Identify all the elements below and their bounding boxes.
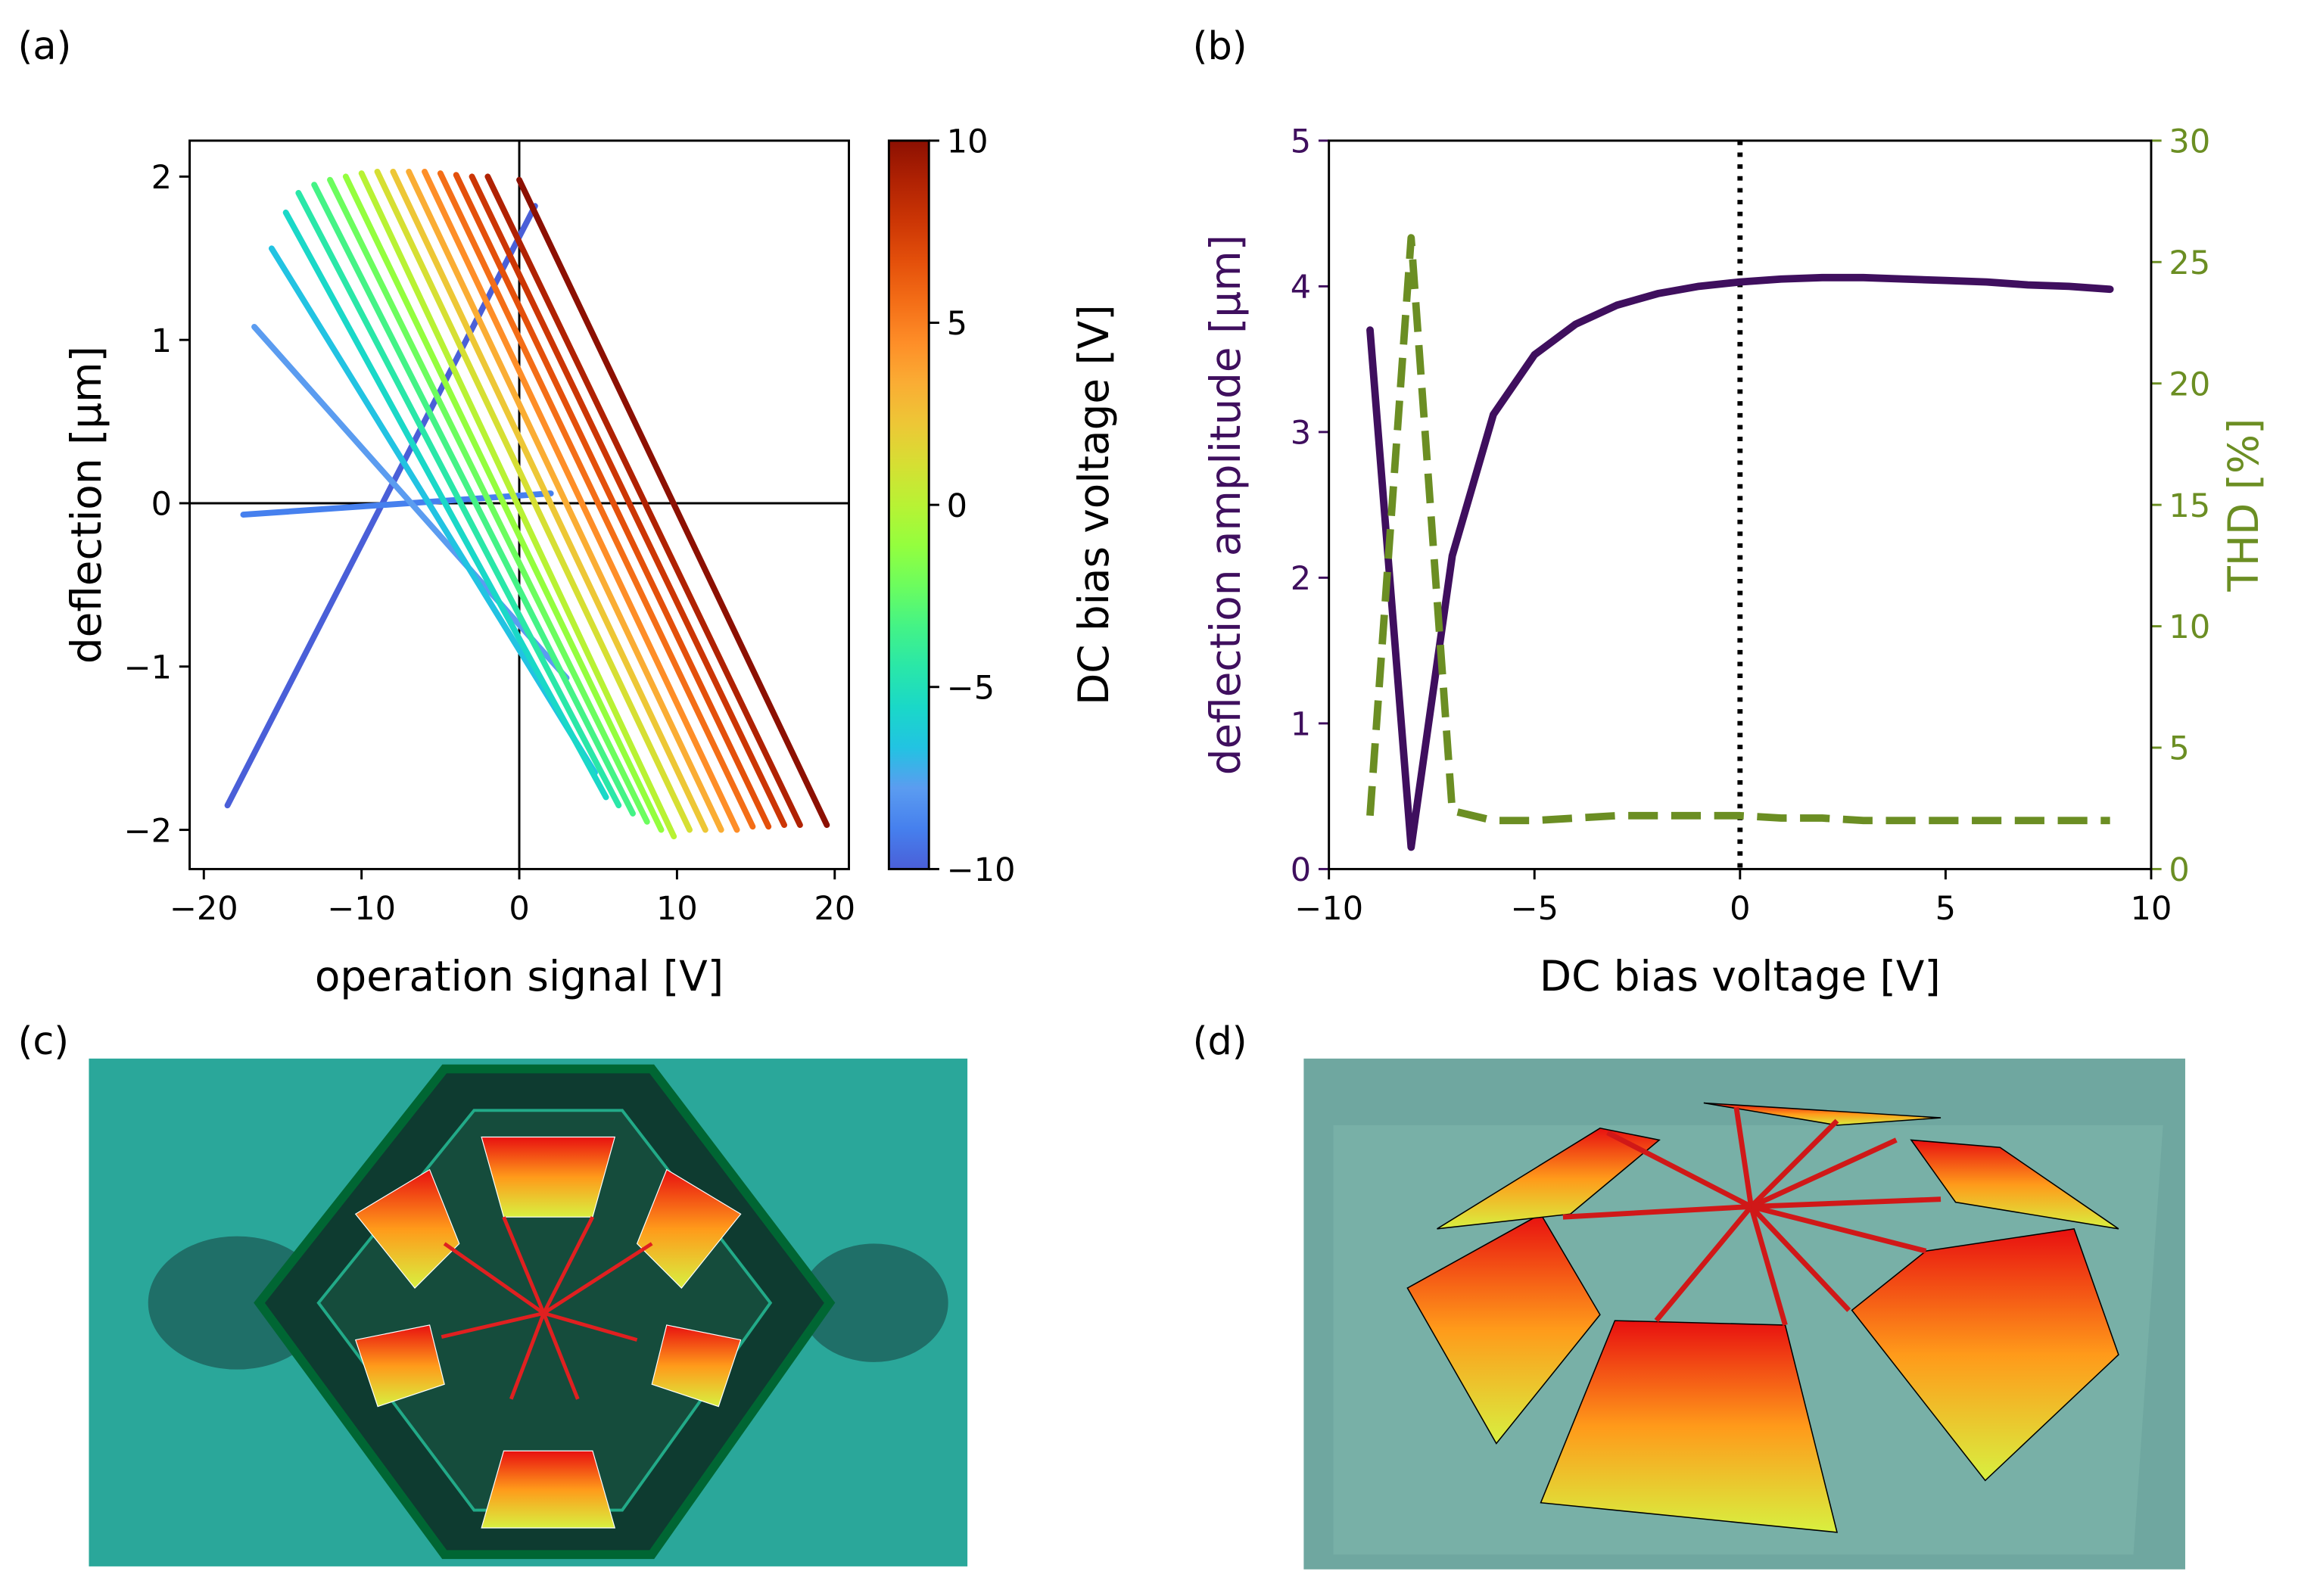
data-line: [282, 209, 609, 801]
colorbar-tick-label: −5: [947, 669, 995, 707]
data-line: [453, 172, 772, 830]
data-line: [358, 170, 677, 840]
x-axis-label: DC bias voltage [V]: [1540, 952, 1941, 1000]
y-tick-label: 3: [1291, 415, 1311, 453]
data-line: [311, 182, 636, 817]
y2-tick-label: 20: [2169, 366, 2210, 403]
y-tick-label: 1: [1291, 706, 1311, 744]
plot-area: [189, 140, 849, 870]
y-tick-label: 2: [151, 159, 172, 197]
x-tick-label: −20: [170, 890, 238, 928]
y2-tick-label: 0: [2169, 851, 2189, 889]
data-line: [268, 245, 598, 776]
data-line: [469, 173, 787, 829]
x-tick-label: 0: [509, 890, 529, 928]
data-line: [342, 173, 665, 833]
x-tick-label: 5: [1935, 890, 1956, 928]
data-line: [1366, 234, 2110, 825]
y-tick-label: 2: [1291, 560, 1311, 598]
y-tick-label: −2: [124, 812, 172, 850]
y2-tick-label: 30: [2169, 123, 2210, 161]
y2-tick-label: 5: [2169, 730, 2189, 768]
y-tick-label: 0: [1291, 851, 1311, 889]
y-tick-label: 0: [151, 486, 172, 524]
panel-label: (d): [1193, 1019, 1247, 1063]
photo-c: [89, 1058, 968, 1566]
colorbar-label: DC bias voltage [V]: [1070, 304, 1118, 705]
x-tick-label: 10: [2131, 890, 2172, 928]
x-tick-label: 10: [656, 890, 698, 928]
y-tick-label: −1: [124, 649, 172, 686]
x-tick-label: 20: [814, 890, 855, 928]
colorbar-tick-label: −10: [947, 851, 1016, 889]
x-tick-label: −10: [1294, 890, 1363, 928]
panel-label: (c): [17, 1019, 69, 1063]
x-tick-label: −10: [327, 890, 396, 928]
axes-frame: [188, 139, 850, 870]
panel-label: (b): [1193, 23, 1247, 68]
data-line: [251, 323, 570, 681]
colorbar-tick-label: 5: [947, 305, 967, 343]
data-line: [295, 190, 622, 809]
data-line: [327, 176, 650, 825]
y2-axis-label: THD [%]: [2219, 418, 2268, 593]
data-line: [422, 168, 740, 833]
data-line: [390, 168, 708, 833]
y-axis-label: deflection amplitude [µm]: [1201, 235, 1250, 775]
y2-tick-label: 10: [2169, 608, 2210, 646]
panel-label: (a): [17, 23, 71, 68]
data-line: [484, 173, 803, 829]
data-line: [437, 170, 756, 830]
plot-area: [1366, 140, 2114, 870]
y-tick-label: 5: [1291, 123, 1311, 161]
colorbar: [887, 139, 930, 870]
data-line: [516, 176, 830, 829]
x-tick-label: −5: [1511, 890, 1559, 928]
data-line: [374, 168, 693, 833]
x-tick-label: 0: [1730, 890, 1750, 928]
x-axis-label: operation signal [V]: [315, 952, 724, 1000]
axes-frame: [1328, 139, 2153, 870]
colorbar-tick-label: 0: [947, 487, 967, 525]
data-line: [406, 168, 724, 833]
photo-d: [1303, 1058, 2185, 1570]
data-line: [1366, 273, 2114, 851]
y-tick-label: 1: [151, 322, 172, 360]
y2-tick-label: 15: [2169, 487, 2210, 525]
y2-tick-label: 25: [2169, 244, 2210, 282]
colorbar-tick-label: 10: [947, 123, 989, 161]
y-axis-label: deflection [µm]: [62, 346, 111, 664]
y-tick-label: 4: [1291, 269, 1311, 306]
